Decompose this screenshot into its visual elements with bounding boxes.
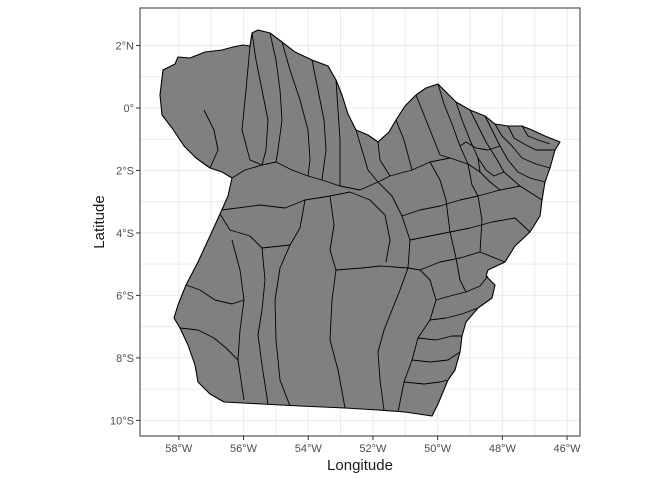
x-tick-label: 52°W — [359, 443, 387, 455]
y-tick-label: 4°S — [116, 228, 134, 240]
x-tick-label: 48°W — [489, 443, 517, 455]
y-tick-label: 2°S — [116, 165, 134, 177]
y-tick-label: 0° — [123, 103, 134, 115]
state-outline — [159, 29, 561, 417]
plot-panel-border — [139, 7, 581, 437]
y-tick-label: 2°N — [116, 40, 135, 52]
municipal-boundaries — [179, 32, 555, 413]
x-tick-label: 50°W — [424, 443, 452, 455]
y-tick-label: 6°S — [116, 290, 134, 302]
x-tick-label: 46°W — [554, 443, 582, 455]
y-tick-label: 8°S — [116, 353, 134, 365]
x-tick-label: 58°W — [165, 443, 193, 455]
x-tick-label: 56°W — [230, 443, 258, 455]
x-tick-label: 54°W — [295, 443, 323, 455]
x-axis-title: Longitude — [327, 457, 393, 474]
y-tick-label: 10°S — [110, 415, 134, 427]
x-axis: 58°W 56°W 54°W 52°W 50°W 48°W 46°W — [165, 436, 581, 455]
y-axis: 2°N 0° 2°S 4°S 6°S 8°S 10°S — [110, 40, 140, 427]
y-axis-title: Latitude — [91, 195, 108, 248]
map-layer — [159, 29, 561, 417]
